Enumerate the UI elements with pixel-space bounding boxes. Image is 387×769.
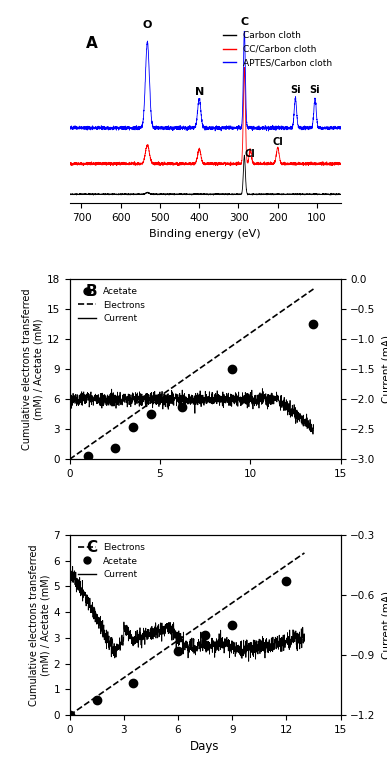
X-axis label: Binding energy (eV): Binding energy (eV) (149, 228, 261, 238)
Legend: Electrons, Acetate, Current: Electrons, Acetate, Current (74, 539, 149, 583)
Y-axis label: Cumulative electrons transferred
(mM) / Acetate (mM): Cumulative electrons transferred (mM) / … (22, 288, 44, 450)
Text: O: O (143, 20, 152, 30)
Text: C: C (240, 17, 248, 27)
Text: A: A (86, 35, 98, 51)
Y-axis label: Current (mA): Current (mA) (381, 335, 387, 403)
Text: N: N (195, 88, 204, 98)
Text: C: C (86, 541, 97, 555)
Text: Si: Si (290, 85, 301, 95)
Text: B: B (86, 285, 98, 299)
Text: Si: Si (310, 85, 320, 95)
Y-axis label: Current (mA): Current (mA) (381, 591, 387, 659)
Legend: Acetate, Electrons, Current: Acetate, Electrons, Current (74, 284, 149, 327)
Legend: Carbon cloth, CC/Carbon cloth, APTES/Carbon cloth: Carbon cloth, CC/Carbon cloth, APTES/Car… (219, 28, 336, 71)
X-axis label: Days: Days (190, 741, 220, 754)
Text: Cl: Cl (245, 149, 256, 159)
Y-axis label: Cumulative electrons transferred
(mM) / Acetate (mM): Cumulative electrons transferred (mM) / … (29, 544, 51, 706)
Text: Cl: Cl (272, 137, 283, 147)
